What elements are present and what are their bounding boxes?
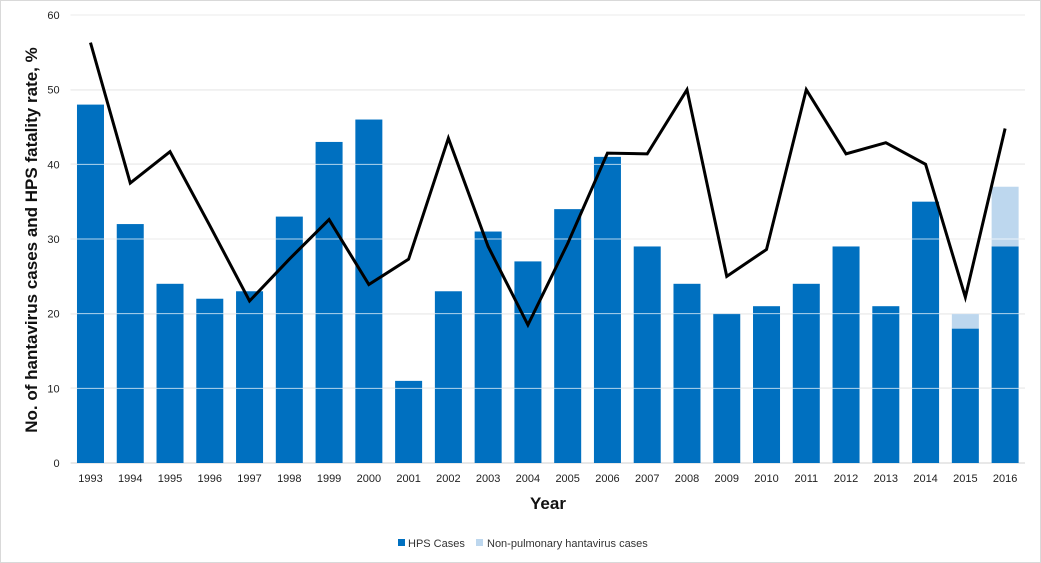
bar-hps-2007 xyxy=(633,246,661,463)
bar-hps-2003 xyxy=(474,231,502,463)
y-tick-label: 40 xyxy=(47,159,59,171)
legend: HPS Cases Non-pulmonary hantavirus cases xyxy=(398,538,648,550)
bar-hps-2011 xyxy=(792,283,820,463)
bar-hps-2001 xyxy=(395,380,423,463)
bar-hps-2014 xyxy=(912,201,940,463)
bar-hps-1994 xyxy=(116,224,144,463)
bar-hps-1996 xyxy=(196,298,224,463)
x-axis-title: Year xyxy=(530,494,566,513)
bar-hps-2004 xyxy=(514,261,542,463)
bar-hps-2005 xyxy=(554,209,582,463)
x-tick-label: 2012 xyxy=(834,473,858,485)
legend-swatch-non-pulmonary xyxy=(476,539,483,546)
x-tick-label: 1996 xyxy=(198,473,222,485)
bar-hps-2012 xyxy=(832,246,860,463)
legend-label-non-pulmonary: Non-pulmonary hantavirus cases xyxy=(487,538,648,550)
x-tick-label: 1999 xyxy=(317,473,341,485)
x-tick-label: 2015 xyxy=(953,473,977,485)
bar-hps-1998 xyxy=(275,216,303,463)
bar-non-pulmonary-2015 xyxy=(951,313,979,329)
bar-hps-2016 xyxy=(991,246,1019,463)
x-tick-label: 2011 xyxy=(794,473,818,485)
x-tick-label: 2003 xyxy=(476,473,500,485)
x-tick-label: 2006 xyxy=(595,473,619,485)
x-tick-label: 2009 xyxy=(715,473,739,485)
x-tick-label: 1995 xyxy=(158,473,182,485)
x-tick-label: 1993 xyxy=(78,473,102,485)
y-tick-label: 50 xyxy=(47,85,59,97)
bar-hps-1997 xyxy=(236,291,264,463)
y-tick-label: 60 xyxy=(47,10,59,22)
x-tick-label: 2007 xyxy=(635,473,659,485)
x-tick-label: 2016 xyxy=(993,473,1017,485)
x-tick-label: 2008 xyxy=(675,473,699,485)
y-axis-title: No. of hantavirus cases and HPS fatality… xyxy=(22,47,41,432)
x-tick-label: 2001 xyxy=(396,473,420,485)
legend-swatch-hps xyxy=(398,539,405,546)
bar-hps-2006 xyxy=(593,156,621,463)
bar-hps-2002 xyxy=(434,291,462,463)
bars xyxy=(70,14,1025,464)
x-tick-label: 2005 xyxy=(555,473,579,485)
legend-label-hps: HPS Cases xyxy=(408,538,465,550)
y-tick-labels: 0 10 20 30 40 50 60 xyxy=(47,10,59,470)
bar-non-pulmonary-2016 xyxy=(991,186,1019,247)
x-tick-label: 1997 xyxy=(237,473,261,485)
x-tick-label: 2002 xyxy=(436,473,460,485)
x-tick-label: 2004 xyxy=(516,473,540,485)
y-tick-label: 10 xyxy=(47,383,59,395)
x-tick-label: 1998 xyxy=(277,473,301,485)
bar-hps-2008 xyxy=(673,283,701,463)
bar-hps-2015 xyxy=(951,328,979,463)
bar-hps-1993 xyxy=(76,104,104,463)
bar-hps-2000 xyxy=(355,119,383,464)
x-tick-label: 1994 xyxy=(118,473,142,485)
bar-hps-1995 xyxy=(156,283,184,463)
x-tick-label: 2014 xyxy=(913,473,937,485)
x-tick-label: 2013 xyxy=(874,473,898,485)
y-tick-label: 0 xyxy=(53,458,59,470)
x-tick-label: 2010 xyxy=(754,473,778,485)
y-tick-label: 30 xyxy=(47,234,59,246)
bar-hps-2010 xyxy=(753,306,781,463)
fatality-rate-line xyxy=(89,42,1007,329)
x-tick-labels: 1993 1994 1995 1996 1997 1998 1999 2000 2001 2002… xyxy=(78,473,1017,485)
y-tick-label: 20 xyxy=(47,309,59,321)
fatality-line xyxy=(89,42,1007,329)
x-tick-label: 2000 xyxy=(357,473,381,485)
bar-hps-1999 xyxy=(315,141,343,463)
bar-hps-2013 xyxy=(872,306,900,463)
